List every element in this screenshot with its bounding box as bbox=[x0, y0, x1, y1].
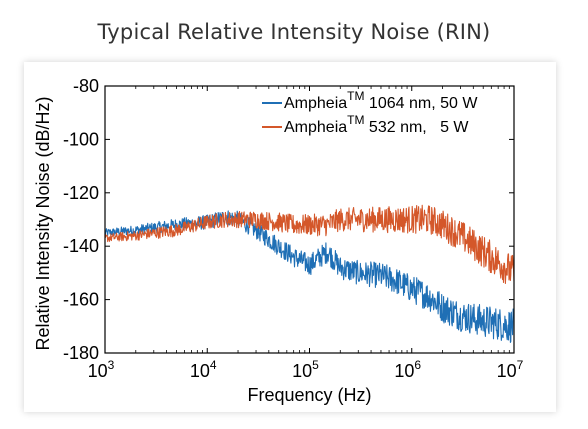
legend-name: Ampheia bbox=[284, 119, 347, 136]
legend-detail: 1064 nm, 50 W bbox=[364, 95, 478, 112]
x-tick-exponent: 4 bbox=[210, 358, 217, 372]
x-tick-label: 107 bbox=[497, 358, 524, 381]
x-tick-exponent: 7 bbox=[517, 358, 524, 372]
legend-trademark: TM bbox=[347, 89, 364, 103]
legend-entry: AmpheiaTM 1064 nm, 50 W bbox=[284, 89, 478, 112]
x-tick-exponent: 3 bbox=[108, 358, 115, 372]
x-tick-label: 103 bbox=[88, 358, 115, 381]
legend-detail: 532 nm, 5 W bbox=[364, 119, 469, 136]
y-tick-label: -160 bbox=[63, 290, 99, 310]
x-tick-label: 105 bbox=[292, 358, 319, 381]
rin-chart: -180 -160 -140 -120 -100 -80 103 104 105 106 107 A… bbox=[33, 76, 524, 405]
y-tick-label: -80 bbox=[73, 76, 99, 96]
y-axis-label: Relative Intensity Noise (dB/Hz) bbox=[33, 96, 53, 350]
y-tick-label: -140 bbox=[63, 236, 99, 256]
series-line-1 bbox=[104, 210, 515, 343]
series-layer bbox=[104, 204, 515, 343]
legend-name: Ampheia bbox=[284, 95, 347, 112]
series-line-2 bbox=[104, 204, 515, 285]
x-tick-label: 106 bbox=[394, 358, 421, 381]
x-tick-label: 104 bbox=[190, 358, 217, 381]
legend-entry: AmpheiaTM 532 nm, 5 W bbox=[284, 113, 469, 136]
x-tick-exponent: 5 bbox=[312, 358, 319, 372]
y-tick-label: -180 bbox=[63, 343, 99, 363]
x-tick-exponent: 6 bbox=[414, 358, 421, 372]
x-axis-label: Frequency (Hz) bbox=[247, 385, 371, 405]
page-title: Typical Relative Intensity Noise (RIN) bbox=[97, 20, 491, 44]
y-tick-label: -100 bbox=[63, 129, 99, 149]
chart-card: -180 -160 -140 -120 -100 -80 103 104 105 106 107 A… bbox=[24, 62, 556, 412]
y-tick-label: -120 bbox=[63, 183, 99, 203]
legend-trademark: TM bbox=[347, 113, 364, 127]
